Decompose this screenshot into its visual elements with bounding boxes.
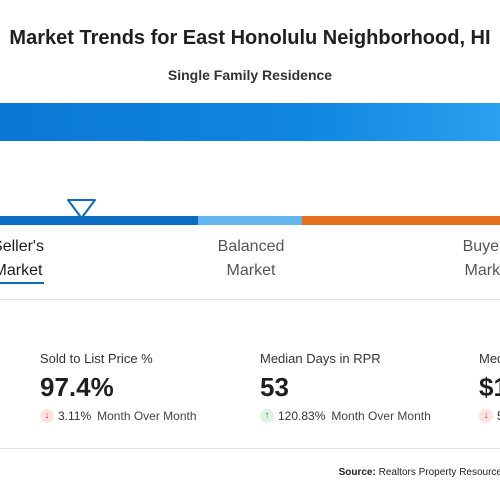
market-banner [0, 103, 500, 141]
median-price-change: ↓ 5 [479, 409, 500, 423]
arrow-down-icon: ↓ [40, 409, 54, 423]
arrow-up-icon: ↑ [260, 409, 274, 423]
property-type-subtitle: Single Family Residence [167, 67, 333, 83]
median-price-label: Median [479, 351, 500, 366]
source-credit: Source: Realtors Property Resource [338, 467, 500, 478]
median-days-change: ↑ 120.83% Month Over Month [260, 409, 431, 423]
median-price-value: $1 [479, 372, 500, 402]
market-position-indicator-icon [67, 199, 96, 219]
arrow-down-icon: ↓ [479, 409, 493, 423]
page-title: Market Trends for East Honolulu Neighbor… [9, 27, 491, 49]
sold-to-list-value: 97.4% [40, 372, 114, 402]
median-days-value: 53 [260, 372, 289, 402]
footer-divider [0, 448, 500, 449]
median-days-label: Median Days in RPR [260, 351, 381, 366]
sellers-market-label: Seller's Market [0, 238, 44, 279]
section-divider [0, 299, 500, 300]
sellers-market-segment [0, 216, 198, 225]
buyers-market-segment [302, 216, 500, 225]
sold-to-list-change: ↓ 3.11% Month Over Month [40, 409, 197, 423]
balanced-market-segment [198, 216, 302, 225]
buyers-market-label: Buyer's Market [462, 238, 500, 279]
active-market-underline [0, 282, 44, 284]
sold-to-list-label: Sold to List Price % [40, 351, 153, 366]
balanced-market-label: Balanced Market [217, 238, 285, 279]
